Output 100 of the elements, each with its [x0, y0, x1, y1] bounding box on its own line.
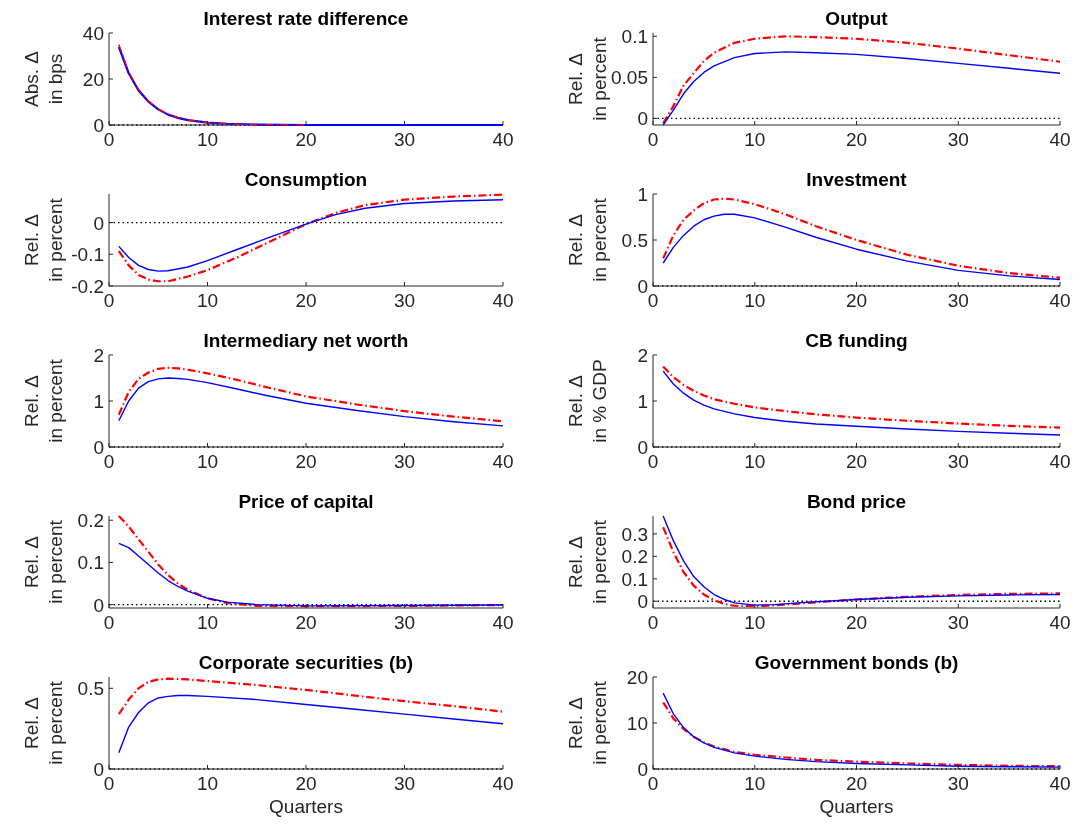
- y-tick-label: 0: [93, 115, 104, 136]
- x-tick-label: 40: [1049, 290, 1071, 311]
- chart-title: Investment: [806, 169, 908, 190]
- line-series: [117, 677, 503, 716]
- x-tick-label: 40: [492, 612, 514, 633]
- x-tick-label: 20: [295, 451, 317, 472]
- y-tick-label: 10: [626, 713, 648, 734]
- x-tick-label: 10: [744, 129, 766, 150]
- chart-title: Bond price: [806, 491, 907, 512]
- line-series: [118, 542, 503, 607]
- x-tick-label: 20: [295, 129, 317, 150]
- y-tick-label: 0.1: [621, 568, 648, 590]
- x-tick-label: 30: [393, 451, 416, 472]
- x-tick-label: 10: [196, 290, 219, 311]
- y-tick-label: 0: [637, 276, 648, 297]
- x-tick-label: 10: [744, 773, 766, 794]
- x-tick-label: 10: [196, 612, 219, 633]
- chart-title: Output: [825, 8, 889, 29]
- line-series: [118, 377, 503, 427]
- y-axis-title: Rel. Δ in percent: [21, 197, 66, 282]
- x-tick-label: 20: [845, 129, 868, 150]
- x-tick-label: 20: [295, 612, 317, 633]
- x-tick-label: 40: [1049, 129, 1071, 150]
- y-tick-label: 0: [637, 437, 648, 458]
- chart-title: Interest rate difference: [203, 8, 409, 29]
- chart-title: CB funding: [805, 330, 908, 351]
- y-tick-label: 20: [626, 667, 648, 688]
- x-tick-label: 30: [393, 290, 416, 311]
- x-tick-label: 30: [947, 612, 969, 633]
- chart-title: Government bonds (b): [754, 652, 959, 673]
- y-tick-label: 0.1: [77, 552, 104, 574]
- y-tick-label: 0: [637, 108, 648, 130]
- x-tick-label: 10: [196, 773, 219, 794]
- y-tick-label: 0: [93, 212, 104, 234]
- x-tick-label: 10: [744, 451, 766, 472]
- y-tick-label: 2: [93, 345, 104, 366]
- line-series: [662, 370, 1060, 436]
- y-tick-label: 0.2: [77, 510, 104, 532]
- x-tick-label: 30: [393, 612, 416, 633]
- line-series: [118, 43, 307, 126]
- x-tick-label: 40: [492, 290, 514, 311]
- x-tick-label: 40: [1049, 612, 1071, 633]
- y-tick-label: -0.1: [71, 244, 104, 266]
- y-tick-label: 0.3: [621, 523, 648, 545]
- x-tick-label: 30: [947, 451, 969, 472]
- line-series: [118, 199, 503, 272]
- y-axis-title: Rel. Δ in percent: [565, 519, 610, 604]
- line-series: [662, 213, 1060, 281]
- x-tick-label: 20: [845, 290, 868, 311]
- x-tick-label: 30: [393, 129, 416, 150]
- line-series: [118, 694, 503, 754]
- x-tick-label: 20: [845, 451, 868, 472]
- line-series: [662, 35, 1060, 125]
- y-axis-title: Abs. Δ in bps: [21, 50, 66, 107]
- x-tick-label: 30: [947, 290, 969, 311]
- y-axis-title: Rel. Δ in percent: [565, 680, 610, 765]
- y-tick-label: 1: [637, 391, 648, 412]
- y-tick-label: 20: [82, 69, 104, 90]
- y-axis-title: Rel. Δ in percent: [565, 36, 610, 121]
- line-series: [662, 197, 1060, 279]
- y-tick-label: 0.2: [621, 546, 648, 568]
- x-tick-label: 40: [1049, 451, 1071, 472]
- y-tick-label: 0: [637, 591, 648, 613]
- y-axis-title: Rel. Δ in percent: [21, 358, 66, 443]
- y-tick-label: 0: [637, 759, 648, 780]
- chart-title: Intermediary net worth: [203, 330, 409, 351]
- x-axis-title: Quarters: [269, 796, 343, 817]
- y-axis-title: Rel. Δ in percent: [565, 197, 610, 282]
- y-tick-label: 1: [637, 184, 648, 205]
- x-tick-label: 40: [492, 129, 514, 150]
- x-tick-label: 30: [947, 773, 969, 794]
- y-tick-label: 1: [93, 391, 104, 412]
- x-tick-label: 40: [1049, 773, 1071, 794]
- x-tick-label: 40: [492, 773, 514, 794]
- x-tick-label: 20: [845, 612, 868, 633]
- y-tick-label: 40: [82, 23, 104, 44]
- line-series: [662, 365, 1060, 429]
- x-tick-label: 40: [492, 451, 514, 472]
- line-series: [117, 366, 503, 423]
- y-tick-label: 0.1: [621, 26, 648, 48]
- x-tick-label: 30: [393, 773, 416, 794]
- x-axis-title: Quarters: [819, 796, 894, 817]
- line-series: [117, 193, 503, 283]
- x-tick-label: 10: [744, 290, 766, 311]
- line-series: [117, 45, 503, 127]
- y-tick-label: -0.2: [71, 276, 104, 297]
- y-tick-label: 0: [93, 759, 104, 780]
- y-tick-label: 0.05: [611, 67, 648, 89]
- y-tick-label: 0.5: [77, 678, 104, 700]
- y-tick-label: 0: [93, 437, 104, 458]
- y-axis-title: Rel. Δ in percent: [21, 519, 66, 604]
- x-tick-label: 10: [196, 129, 219, 150]
- x-tick-label: 20: [845, 773, 868, 794]
- x-tick-label: 20: [295, 773, 317, 794]
- chart-title: Consumption: [244, 169, 368, 190]
- x-tick-label: 20: [295, 290, 317, 311]
- y-axis-title: Rel. Δ in % GDP: [565, 359, 610, 443]
- y-tick-label: 0: [93, 594, 104, 616]
- y-tick-label: 0.5: [621, 230, 648, 251]
- chart-title: Price of capital: [238, 491, 374, 512]
